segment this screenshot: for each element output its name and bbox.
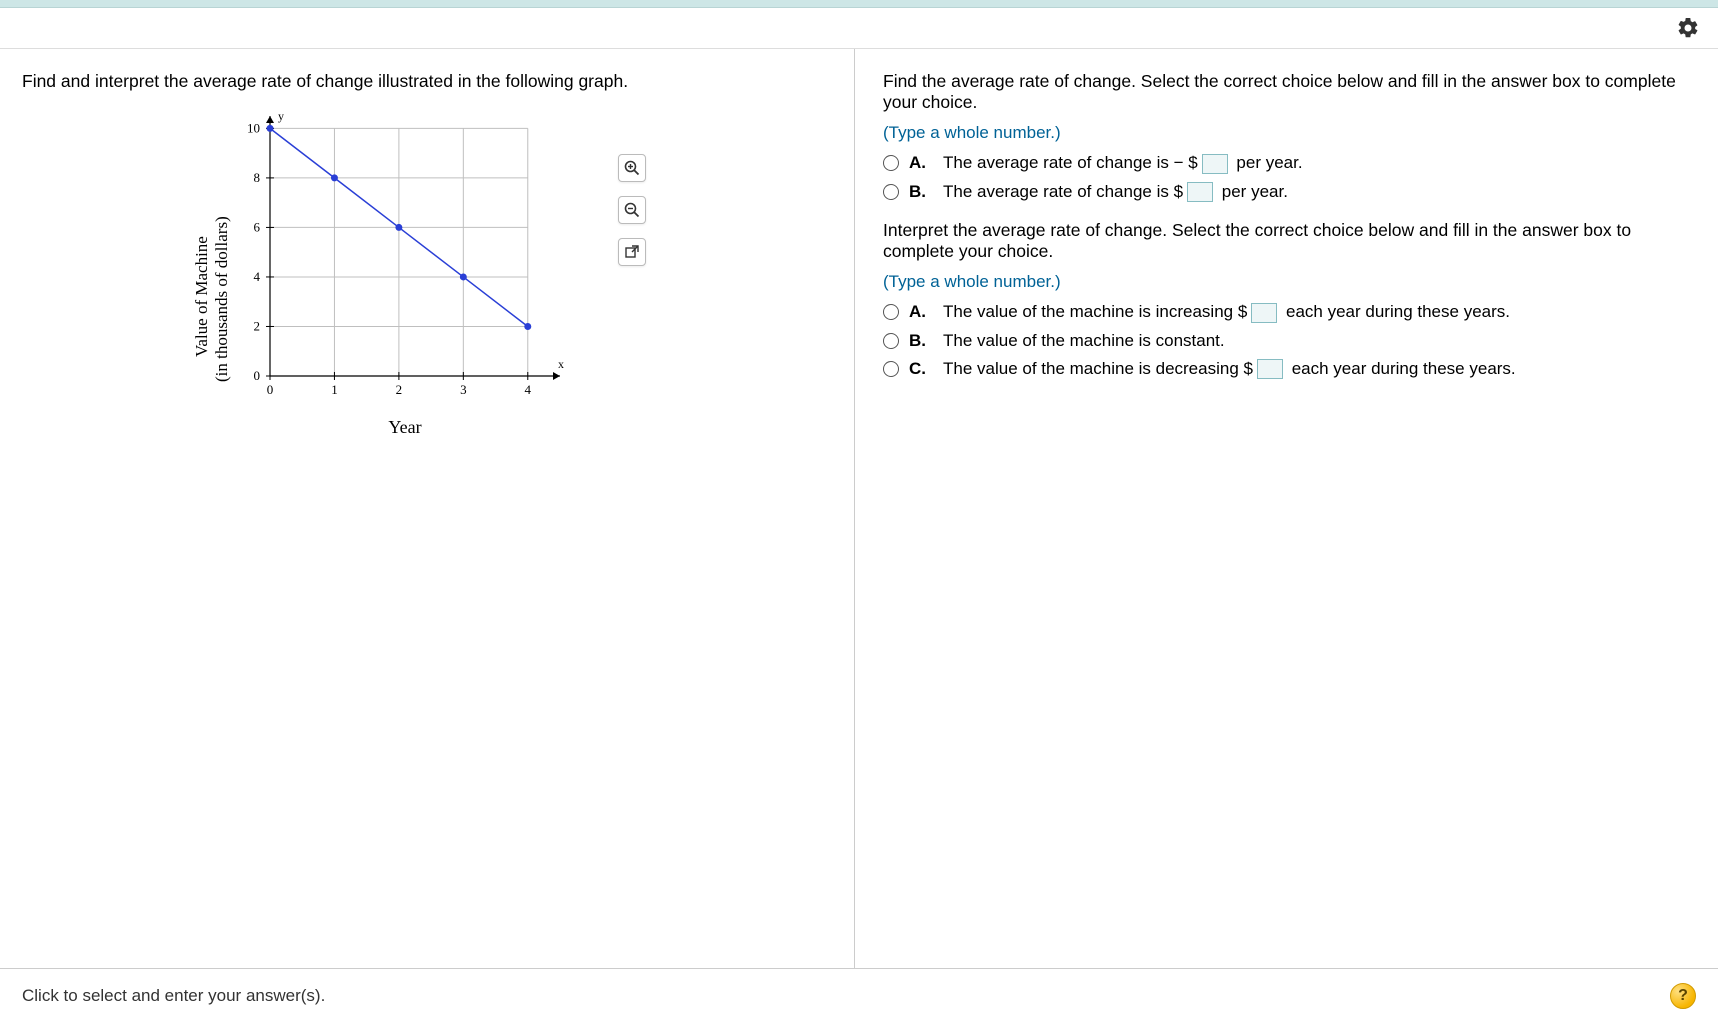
q2-option-b[interactable]: B. The value of the machine is constant.	[883, 331, 1694, 351]
main-content: Find and interpret the average rate of c…	[0, 48, 1718, 968]
svg-text:x: x	[558, 357, 564, 371]
svg-text:10: 10	[247, 120, 260, 135]
q2-hint: (Type a whole number.)	[883, 272, 1694, 292]
svg-text:4: 4	[254, 269, 261, 284]
svg-text:3: 3	[460, 382, 467, 397]
q2-prompt: Interpret the average rate of change. Se…	[883, 220, 1694, 262]
right-pane: Find the average rate of change. Select …	[855, 49, 1718, 968]
option-letter: B.	[909, 182, 929, 202]
left-pane: Find and interpret the average rate of c…	[0, 49, 855, 968]
y-axis-label-2: (in thousands of dollars)	[212, 216, 232, 382]
radio-icon[interactable]	[883, 333, 899, 349]
svg-text:2: 2	[396, 382, 403, 397]
zoom-out-icon[interactable]	[618, 196, 646, 224]
graph-container: Value of Machine (in thousands of dollar…	[202, 102, 622, 432]
q1-hint: (Type a whole number.)	[883, 123, 1694, 143]
option-letter: B.	[909, 331, 929, 351]
q2-choices: A. The value of the machine is increasin…	[883, 302, 1694, 379]
option-letter: C.	[909, 359, 929, 379]
q1-prompt: Find the average rate of change. Select …	[883, 71, 1694, 113]
q1-option-a[interactable]: A. The average rate of change is − $ per…	[883, 153, 1694, 174]
radio-icon[interactable]	[883, 304, 899, 320]
q2-option-a[interactable]: A. The value of the machine is increasin…	[883, 302, 1694, 323]
toolbar	[0, 8, 1718, 48]
svg-text:2: 2	[254, 318, 261, 333]
help-icon[interactable]: ?	[1670, 983, 1696, 1009]
option-letter: A.	[909, 153, 929, 173]
popout-icon[interactable]	[618, 238, 646, 266]
answer-input[interactable]	[1187, 182, 1213, 202]
q1-option-b[interactable]: B. The average rate of change is $ per y…	[883, 182, 1694, 203]
option-text: The average rate of change is $ per year…	[943, 182, 1288, 203]
option-text: The average rate of change is − $ per ye…	[943, 153, 1303, 174]
zoom-in-icon[interactable]	[618, 154, 646, 182]
radio-icon[interactable]	[883, 184, 899, 200]
footer-text: Click to select and enter your answer(s)…	[22, 986, 325, 1006]
svg-text:6: 6	[254, 219, 261, 234]
top-bar	[0, 0, 1718, 8]
svg-text:0: 0	[267, 382, 274, 397]
y-axis-label-1: Value of Machine	[192, 236, 212, 357]
radio-icon[interactable]	[883, 361, 899, 377]
option-letter: A.	[909, 302, 929, 322]
q2-option-c[interactable]: C. The value of the machine is decreasin…	[883, 359, 1694, 380]
svg-text:0: 0	[254, 368, 261, 383]
svg-text:y: y	[278, 109, 284, 123]
question-prompt: Find and interpret the average rate of c…	[22, 71, 834, 92]
gear-icon[interactable]	[1676, 16, 1700, 40]
option-text: The value of the machine is constant.	[943, 331, 1225, 351]
q1-choices: A. The average rate of change is − $ per…	[883, 153, 1694, 202]
svg-text:4: 4	[525, 382, 532, 397]
x-axis-label: Year	[260, 417, 550, 438]
footer: Click to select and enter your answer(s)…	[0, 968, 1718, 1023]
answer-input[interactable]	[1257, 359, 1283, 379]
line-chart: 0 1 2 3 4 0 2 4 6 8 10 y x	[222, 102, 582, 412]
answer-input[interactable]	[1202, 154, 1228, 174]
graph-tools	[618, 154, 646, 266]
answer-input[interactable]	[1251, 303, 1277, 323]
radio-icon[interactable]	[883, 155, 899, 171]
svg-text:8: 8	[254, 170, 261, 185]
svg-text:1: 1	[331, 382, 338, 397]
option-text: The value of the machine is decreasing $…	[943, 359, 1516, 380]
option-text: The value of the machine is increasing $…	[943, 302, 1510, 323]
